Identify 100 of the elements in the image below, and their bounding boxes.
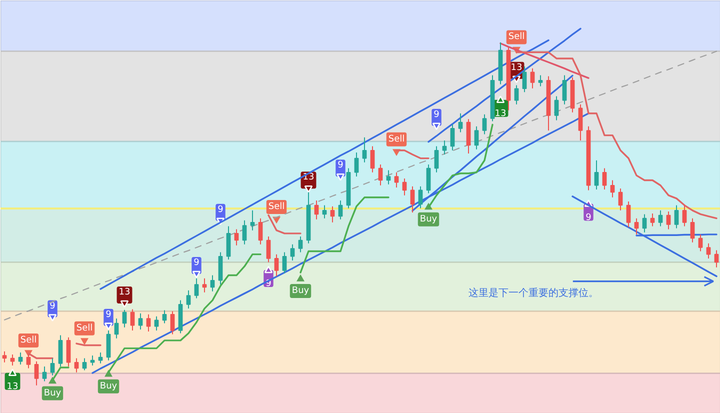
candlestick — [290, 244, 295, 262]
candlestick — [530, 68, 535, 89]
point — [104, 322, 113, 330]
candlestick — [266, 236, 271, 263]
candlestick — [474, 126, 479, 150]
candlestick — [466, 118, 471, 154]
candlestick — [18, 352, 23, 365]
candlestick — [714, 250, 719, 268]
candlestick — [154, 316, 159, 331]
candlestick — [602, 168, 607, 190]
text: 9 — [586, 212, 592, 223]
candlestick — [594, 160, 599, 190]
candlestick — [210, 274, 215, 292]
text: 13 — [510, 62, 522, 73]
candlestick — [10, 354, 15, 366]
series-label: 9 — [106, 310, 112, 320]
annotation: 这里是下一个重要的支撑位。 — [468, 286, 598, 299]
text: Sell — [508, 32, 525, 42]
text: 9 — [218, 204, 224, 215]
candlestick — [626, 201, 631, 228]
candlestick — [330, 206, 335, 223]
candlestick — [642, 214, 647, 233]
candlestick — [34, 360, 39, 386]
candlestick — [114, 318, 119, 339]
candlestick — [226, 226, 231, 260]
candlestick — [74, 358, 79, 373]
candlestick — [610, 180, 615, 198]
candlestick — [194, 278, 199, 299]
text: Sell — [268, 202, 285, 212]
candlestick — [410, 186, 415, 213]
text: Sell — [388, 134, 405, 144]
point — [48, 314, 57, 322]
candlestick — [562, 74, 567, 105]
candlestick — [82, 358, 87, 371]
candlestick — [394, 172, 399, 188]
candlestick — [674, 204, 679, 229]
candlestick — [442, 140, 447, 156]
candlestick — [666, 210, 671, 230]
point — [304, 185, 313, 193]
candlestick — [202, 278, 207, 293]
text: 9 — [434, 110, 440, 120]
point — [336, 173, 345, 181]
point — [192, 270, 201, 278]
candlestick — [298, 236, 303, 253]
candlestick — [386, 170, 391, 185]
series-label: 13 — [494, 108, 506, 119]
candlestick — [578, 104, 583, 141]
candlestick — [138, 312, 143, 330]
candlestick — [186, 290, 191, 310]
text: 9 — [50, 301, 56, 312]
candlestick — [122, 309, 127, 328]
candlestick — [706, 242, 711, 259]
candlestick — [378, 164, 383, 186]
series-label: Buy — [100, 381, 118, 392]
candlestick — [482, 114, 487, 135]
candlestick — [354, 152, 359, 177]
series-label: 13 — [118, 288, 130, 298]
candlestick — [338, 200, 343, 220]
candlestick — [402, 178, 407, 196]
candlestick — [658, 210, 663, 227]
candlestick — [634, 218, 639, 235]
candlestick — [2, 350, 7, 363]
candlestick — [538, 74, 543, 87]
candlestick — [522, 66, 527, 93]
text: Buy — [420, 214, 438, 224]
text: Buy — [44, 388, 62, 398]
candlestick — [42, 366, 47, 382]
text: 9 — [338, 160, 344, 171]
candlestick — [682, 204, 687, 227]
candlestick — [146, 314, 151, 332]
candlestick — [50, 358, 55, 376]
candlestick — [434, 146, 439, 173]
candlestick — [418, 186, 423, 209]
candlestick — [234, 228, 239, 246]
candlestick — [130, 308, 135, 331]
point — [432, 122, 441, 130]
candlestick — [690, 218, 695, 243]
candlestick — [362, 136, 367, 163]
point — [80, 338, 88, 346]
candlestick — [314, 200, 319, 220]
candlestick — [698, 234, 703, 252]
candlestick — [170, 310, 175, 335]
candlestick — [106, 330, 111, 361]
candlestick — [450, 124, 455, 151]
series-label: Sell — [20, 335, 37, 346]
text: Buy — [292, 286, 310, 296]
candlestick — [58, 334, 63, 368]
candlestick — [370, 146, 375, 173]
text: 9 — [194, 258, 200, 268]
point — [120, 300, 129, 308]
candlestick — [618, 188, 623, 211]
candlestick — [90, 355, 95, 366]
candlestick — [274, 254, 279, 277]
candlestick — [426, 164, 431, 194]
candlestick — [282, 252, 287, 274]
text: Sell — [76, 323, 93, 334]
candlestick — [162, 310, 167, 324]
candlestick — [650, 213, 655, 227]
candlestick — [242, 220, 247, 245]
candlestick — [66, 336, 71, 368]
